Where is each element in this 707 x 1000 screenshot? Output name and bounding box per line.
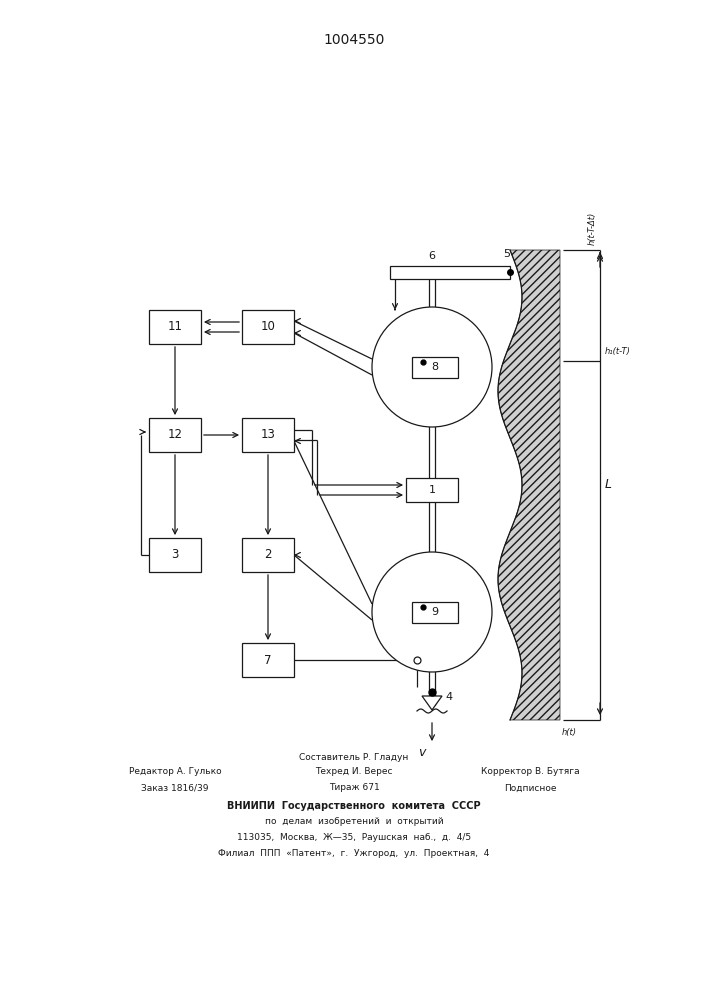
Text: 113035,  Москва,  Ж—35,  Раушская  наб.,  д.  4/5: 113035, Москва, Ж—35, Раушская наб., д. … — [237, 834, 471, 842]
Text: 13: 13 — [261, 428, 276, 442]
Bar — [149, 310, 201, 344]
Text: 5: 5 — [503, 249, 510, 259]
Bar — [412, 601, 458, 622]
Text: 3: 3 — [171, 548, 179, 562]
Text: Подписное: Подписное — [504, 784, 556, 792]
Text: 2: 2 — [264, 548, 271, 562]
Text: Тираж 671: Тираж 671 — [329, 784, 380, 792]
Text: h(t-T-Δt): h(t-T-Δt) — [588, 212, 597, 245]
Text: Техред И. Верес: Техред И. Верес — [315, 768, 393, 776]
Text: Филиал  ППП  «Патент»,  г.  Ужгород,  ул.  Проектная,  4: Филиал ППП «Патент», г. Ужгород, ул. Про… — [218, 850, 490, 858]
Ellipse shape — [372, 307, 492, 427]
Text: Составитель Р. Гладун: Составитель Р. Гладун — [299, 754, 409, 762]
Text: Заказ 1816/39: Заказ 1816/39 — [141, 784, 209, 792]
Text: ВНИИПИ  Государственного  комитета  СССР: ВНИИПИ Государственного комитета СССР — [227, 801, 481, 811]
Text: 1: 1 — [428, 485, 436, 495]
Polygon shape — [422, 696, 442, 710]
Bar — [149, 538, 201, 572]
Polygon shape — [498, 250, 560, 720]
Text: 10: 10 — [261, 320, 276, 334]
Text: L: L — [605, 479, 612, 491]
Text: 11: 11 — [168, 320, 182, 334]
Bar — [242, 538, 294, 572]
Bar — [412, 357, 458, 377]
Text: 1004550: 1004550 — [323, 33, 385, 47]
Text: h(t): h(t) — [562, 728, 577, 737]
Text: по  делам  изобретений  и  открытий: по делам изобретений и открытий — [264, 818, 443, 826]
Bar — [390, 265, 510, 278]
Ellipse shape — [372, 552, 492, 672]
Text: 4: 4 — [445, 692, 452, 702]
Bar — [242, 643, 294, 677]
Text: h₁(t-T): h₁(t-T) — [605, 347, 631, 356]
Text: Редактор А. Гулько: Редактор А. Гулько — [129, 768, 221, 776]
Text: Корректор В. Бутяга: Корректор В. Бутяга — [481, 768, 579, 776]
Text: 8: 8 — [431, 362, 438, 372]
Text: v: v — [419, 746, 426, 759]
Text: 7: 7 — [264, 654, 271, 666]
Text: 12: 12 — [168, 428, 182, 442]
Bar — [242, 310, 294, 344]
Text: 9: 9 — [431, 607, 438, 617]
Text: 6: 6 — [428, 251, 436, 261]
Bar — [242, 418, 294, 452]
Bar — [406, 478, 458, 502]
Bar — [149, 418, 201, 452]
